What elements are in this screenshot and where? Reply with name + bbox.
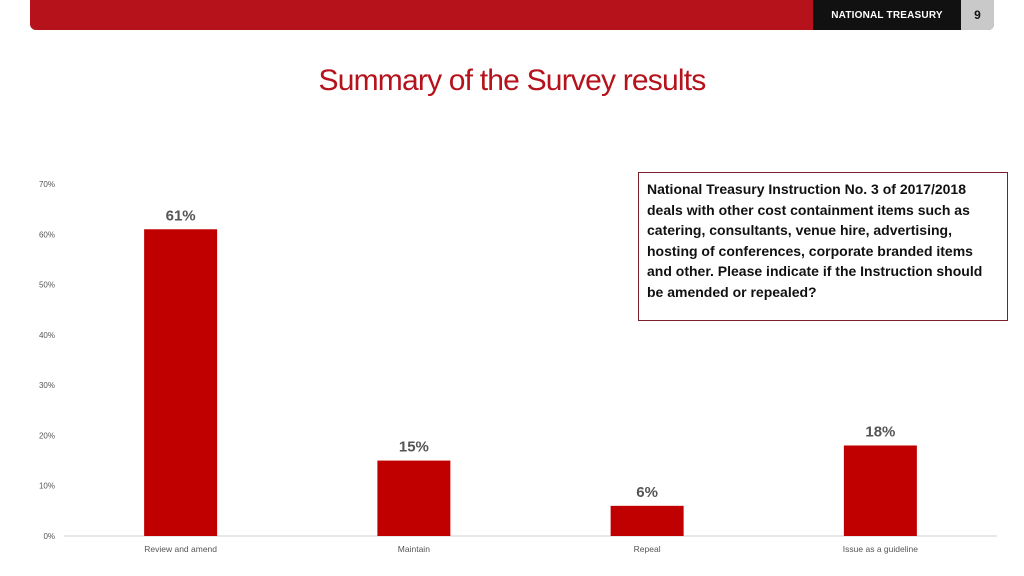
brand-label: NATIONAL TREASURY (813, 0, 961, 30)
y-tick-label: 30% (39, 381, 55, 390)
y-tick-label: 70% (39, 180, 55, 189)
data-label: 61% (166, 207, 196, 224)
page-title: Summary of the Survey results (318, 64, 707, 97)
bar-3 (610, 505, 684, 536)
category-label: Maintain (398, 544, 430, 554)
data-label: 15% (399, 439, 429, 456)
y-tick-label: 50% (39, 281, 55, 290)
y-tick-label: 0% (43, 532, 55, 541)
data-label: 18% (865, 423, 895, 440)
bar-1 (144, 229, 218, 536)
page-number: 9 (961, 0, 994, 30)
category-label: Issue as a guideline (843, 544, 918, 554)
question-note: National Treasury Instruction No. 3 of 2… (638, 172, 1008, 321)
y-tick-label: 10% (39, 482, 55, 491)
category-label: Repeal (634, 544, 661, 554)
y-tick-label: 20% (39, 431, 55, 440)
data-label: 6% (636, 484, 658, 501)
y-tick-label: 60% (39, 230, 55, 239)
bar-2 (377, 460, 451, 536)
y-tick-label: 40% (39, 331, 55, 340)
bar-4 (843, 445, 917, 536)
category-label: Review and amend (144, 544, 217, 554)
